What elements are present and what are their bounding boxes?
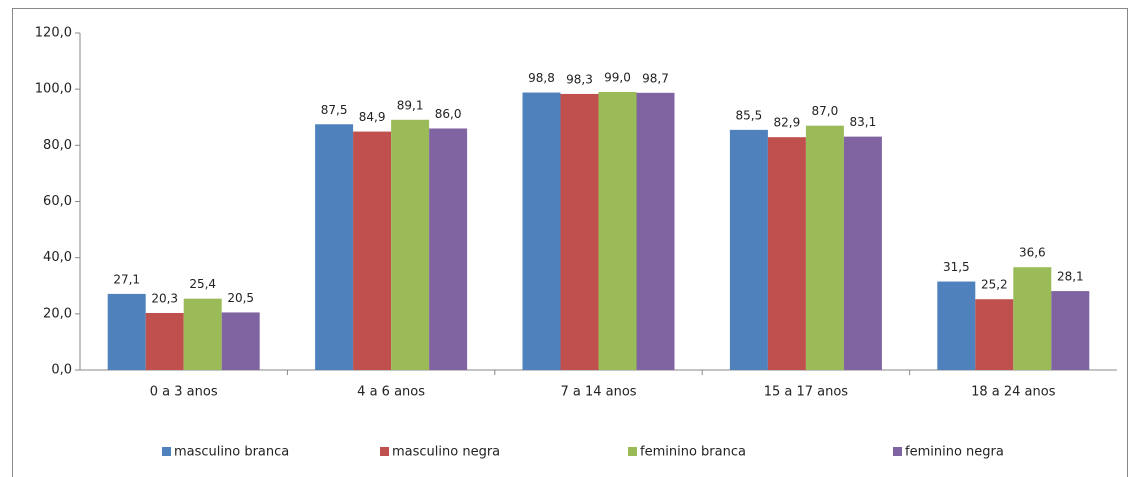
value-label: 28,1 [1057, 270, 1084, 284]
bar [391, 119, 430, 370]
bar [598, 91, 637, 370]
bar [843, 136, 882, 370]
bar [429, 128, 468, 370]
y-tick-label: 0,0 [51, 363, 72, 378]
value-label: 87,5 [321, 103, 348, 117]
value-label: 20,5 [227, 291, 254, 305]
y-tick-label: 40,0 [43, 250, 72, 265]
bar [975, 299, 1014, 370]
legend-label: masculino negra [392, 445, 500, 460]
legend-label: feminino branca [640, 445, 746, 460]
legend-label: feminino negra [905, 445, 1004, 460]
value-label: 98,8 [528, 71, 555, 85]
value-label: 27,1 [113, 272, 140, 286]
value-label: 87,0 [812, 104, 839, 118]
value-label: 83,1 [850, 115, 877, 129]
bar [636, 92, 675, 370]
y-tick-label: 20,0 [43, 306, 72, 321]
bar [183, 298, 222, 370]
value-label: 85,5 [736, 108, 763, 122]
y-tick-label: 80,0 [43, 138, 72, 153]
bar [221, 312, 260, 370]
x-tick-label: 7 a 14 anos [560, 385, 636, 400]
x-tick-label: 18 a 24 anos [971, 385, 1056, 400]
value-label: 86,0 [435, 107, 462, 121]
value-label: 82,9 [774, 116, 801, 130]
value-label: 98,7 [642, 71, 669, 85]
value-label: 25,2 [981, 278, 1008, 292]
bar [937, 281, 976, 370]
bar [145, 312, 184, 370]
legend-swatch [380, 447, 389, 456]
bar [767, 137, 806, 370]
value-label: 36,6 [1019, 246, 1046, 260]
value-label: 89,1 [397, 98, 424, 112]
bar [1013, 267, 1052, 370]
legend-swatch [162, 447, 171, 456]
x-tick-label: 0 a 3 anos [150, 385, 218, 400]
legend-swatch [628, 447, 637, 456]
bar [560, 93, 599, 371]
y-tick-label: 100,0 [35, 82, 72, 97]
value-label: 20,3 [151, 291, 178, 305]
legend-label: masculino branca [174, 445, 289, 460]
bar [107, 293, 146, 370]
bar [1051, 291, 1090, 370]
y-tick-label: 60,0 [43, 194, 72, 209]
bar [522, 92, 561, 370]
bar [805, 125, 844, 370]
value-label: 25,4 [189, 277, 216, 291]
x-tick-label: 4 a 6 anos [357, 385, 425, 400]
legend-swatch [893, 447, 902, 456]
value-label: 99,0 [604, 70, 631, 84]
bar [315, 124, 354, 370]
value-label: 31,5 [943, 260, 970, 274]
value-label: 84,9 [359, 110, 386, 124]
y-tick-label: 120,0 [35, 26, 72, 41]
value-label: 98,3 [566, 72, 593, 86]
x-tick-label: 15 a 17 anos [764, 385, 849, 400]
bar [353, 131, 392, 370]
bar [729, 129, 768, 370]
